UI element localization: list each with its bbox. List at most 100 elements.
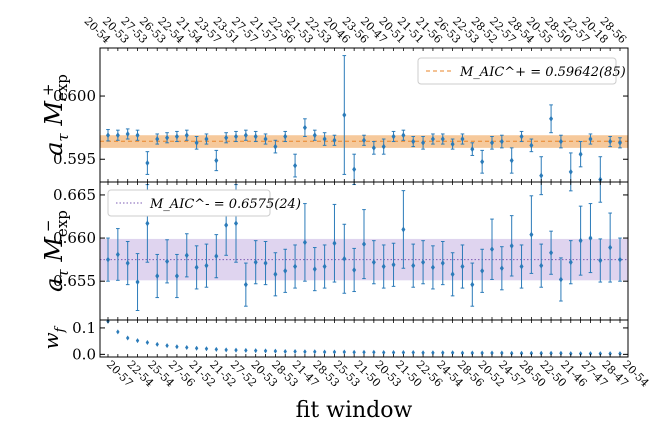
legend-box [417,57,617,85]
weight-point [273,348,278,354]
data-point [332,240,337,247]
y-axis-label: wf [39,325,68,349]
weight-point [125,335,130,341]
weight-point [559,350,563,356]
data-point [214,253,219,260]
data-point [115,132,120,139]
data-point [204,262,209,269]
weight-point [372,349,376,355]
data-point [322,136,327,143]
data-point [411,138,416,145]
weight-point [224,347,228,353]
data-point [283,267,288,274]
data-point [243,281,248,288]
weight-point [116,329,120,335]
y-tick-label: 0.665 [53,186,96,204]
data-point [155,136,160,143]
data-point [499,265,504,272]
data-point [509,157,514,164]
data-point [263,260,268,267]
weight-point [401,350,406,356]
data-point [145,220,150,227]
data-point [165,134,170,141]
data-point [391,261,396,268]
data-point [480,158,485,165]
data-point [125,260,130,267]
data-point [352,166,357,173]
data-point [224,134,229,141]
data-point [302,239,307,246]
data-point [608,138,613,145]
data-point [539,262,544,269]
weight-point [431,350,435,356]
y-axis-label-text: aτ Mexp− [39,210,72,292]
weight-point [194,345,199,351]
weight-point [519,350,524,356]
weight-point [313,349,317,355]
data-point [519,263,524,270]
data-point [362,137,366,144]
data-point [598,257,603,264]
weight-point [303,349,307,355]
data-point [234,220,238,227]
data-point [578,151,583,158]
data-point [440,260,445,267]
data-point [578,237,583,244]
data-point [490,246,494,253]
y-axis-label: aτ Mexp− [39,210,72,292]
data-point [450,141,455,148]
y-tick-label: 0.600 [53,87,96,105]
data-point [460,136,465,143]
weight-point [362,349,366,355]
weight-point [450,350,455,356]
weight-point [145,339,150,345]
data-point [174,273,179,280]
data-point [204,136,209,143]
data-point [106,256,110,263]
data-point [273,143,278,150]
data-point [253,259,258,266]
data-point [490,139,494,146]
data-point [499,138,504,145]
data-point [588,136,593,143]
weight-point [549,350,553,356]
data-point [371,144,376,151]
weight-point [214,346,219,352]
weight-point [490,350,494,356]
data-point [342,255,347,262]
data-point [293,162,298,169]
y-tick-label: 0.660 [53,229,96,247]
data-point [618,256,622,263]
data-point [243,132,248,139]
weight-point [391,350,396,356]
data-point [224,222,229,229]
data-point [509,242,514,249]
data-point [411,262,416,269]
data-point [322,263,327,270]
y-tick-label: 0.0 [72,345,96,363]
data-point [174,133,179,140]
data-point [214,157,219,164]
weight-point [480,350,484,356]
legend-box [107,189,271,217]
weight-point [165,343,169,349]
data-point [470,146,475,153]
data-point [529,142,534,149]
data-point [391,133,396,140]
data-point [450,271,455,278]
data-point [529,231,534,238]
weight-point [588,351,593,357]
data-point [549,249,554,256]
legend-label: M_AIC^+ = 0.59642(85) [459,65,626,80]
y-tick-label: 0.655 [53,272,96,290]
data-point [371,259,376,266]
data-point [342,112,347,118]
data-point [312,266,317,273]
data-point [568,259,573,266]
y-tick-label: 0.1 [72,319,96,337]
weight-point [332,349,337,355]
data-point [381,263,386,270]
weight-point [500,350,504,356]
weight-point [509,350,514,356]
